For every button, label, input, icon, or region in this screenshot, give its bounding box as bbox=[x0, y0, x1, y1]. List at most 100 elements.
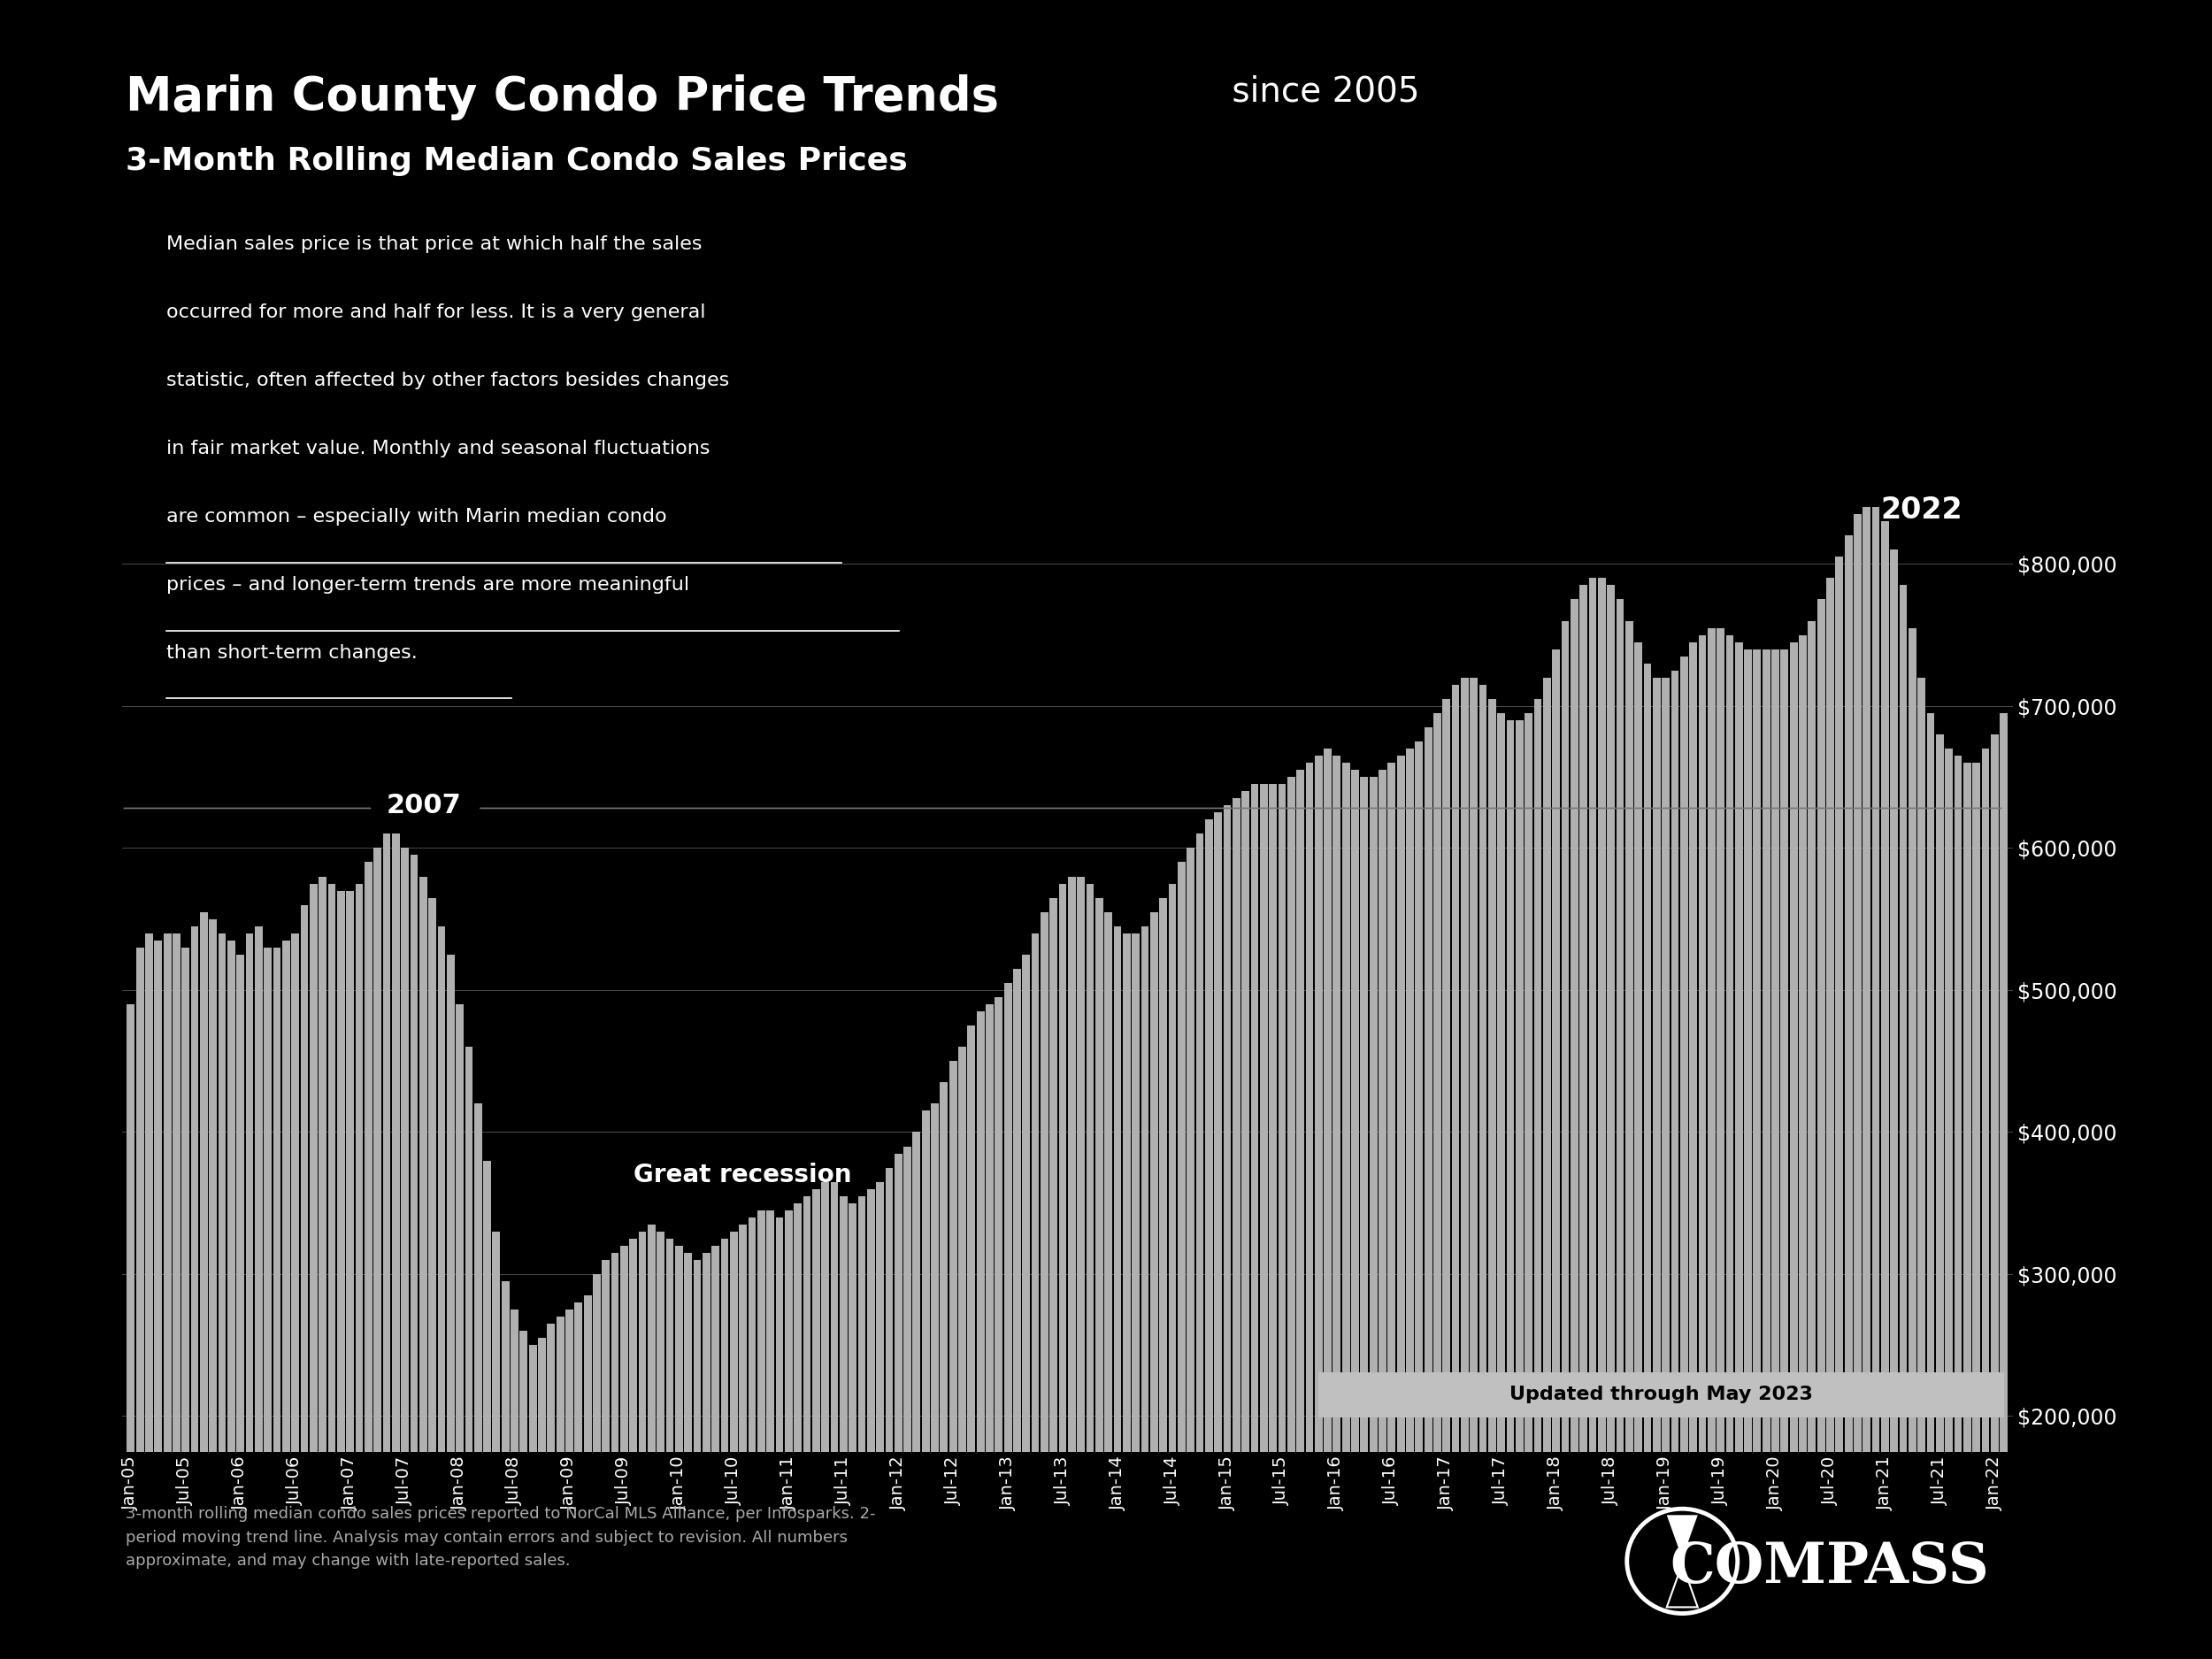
Bar bbox=[1451, 685, 1460, 1659]
Bar bbox=[1617, 599, 1624, 1659]
Bar bbox=[2000, 713, 2008, 1659]
Bar bbox=[155, 941, 161, 1659]
Bar bbox=[146, 934, 153, 1659]
Bar bbox=[776, 1218, 783, 1659]
Bar bbox=[978, 1012, 984, 1659]
Bar bbox=[1854, 514, 1863, 1659]
Bar bbox=[703, 1253, 710, 1659]
Bar bbox=[1314, 757, 1323, 1659]
Bar bbox=[1597, 577, 1606, 1659]
Bar bbox=[849, 1203, 856, 1659]
Bar bbox=[1471, 677, 1478, 1659]
Bar bbox=[283, 941, 290, 1659]
FancyBboxPatch shape bbox=[1318, 1372, 2004, 1417]
Bar bbox=[894, 1153, 902, 1659]
Bar bbox=[1699, 635, 1705, 1659]
Bar bbox=[1818, 599, 1825, 1659]
Text: prices – and longer-term trends are more meaningful: prices – and longer-term trends are more… bbox=[166, 576, 688, 594]
Bar bbox=[902, 1146, 911, 1659]
Bar bbox=[1177, 863, 1186, 1659]
Bar bbox=[219, 934, 226, 1659]
Bar bbox=[1352, 770, 1358, 1659]
Bar bbox=[1754, 649, 1761, 1659]
Bar bbox=[940, 1082, 947, 1659]
Bar bbox=[1845, 536, 1851, 1659]
Bar bbox=[1124, 934, 1130, 1659]
Bar bbox=[1133, 934, 1139, 1659]
Bar bbox=[246, 934, 254, 1659]
Bar bbox=[473, 1103, 482, 1659]
Bar bbox=[1807, 620, 1816, 1659]
Bar bbox=[1086, 884, 1095, 1659]
Bar bbox=[1515, 720, 1524, 1659]
Bar bbox=[922, 1112, 929, 1659]
Bar bbox=[1250, 785, 1259, 1659]
Bar bbox=[137, 947, 144, 1659]
Bar bbox=[1863, 508, 1871, 1659]
Bar bbox=[1369, 776, 1378, 1659]
Text: 2022: 2022 bbox=[1880, 496, 1962, 524]
Bar bbox=[1095, 898, 1104, 1659]
Bar bbox=[1827, 577, 1834, 1659]
Bar bbox=[1168, 884, 1177, 1659]
Bar bbox=[1188, 848, 1194, 1659]
Bar bbox=[1964, 763, 1971, 1659]
Bar bbox=[356, 884, 363, 1659]
Bar bbox=[602, 1259, 611, 1659]
Bar bbox=[730, 1231, 737, 1659]
Bar bbox=[237, 954, 243, 1659]
Bar bbox=[1836, 557, 1843, 1659]
Bar bbox=[429, 898, 436, 1659]
Polygon shape bbox=[1668, 1564, 1699, 1608]
Bar bbox=[739, 1224, 748, 1659]
Bar bbox=[210, 919, 217, 1659]
Bar bbox=[1068, 876, 1075, 1659]
Bar bbox=[987, 1004, 993, 1659]
Bar bbox=[584, 1296, 591, 1659]
Bar bbox=[1661, 677, 1670, 1659]
Bar bbox=[657, 1231, 664, 1659]
Text: Median sales price is that price at which half the sales: Median sales price is that price at whic… bbox=[166, 236, 701, 254]
Bar bbox=[858, 1196, 865, 1659]
Bar bbox=[1433, 713, 1442, 1659]
Bar bbox=[1223, 805, 1232, 1659]
Bar bbox=[420, 876, 427, 1659]
Bar bbox=[502, 1281, 509, 1659]
Bar bbox=[319, 876, 327, 1659]
Bar bbox=[1880, 521, 1889, 1659]
Bar bbox=[292, 934, 299, 1659]
Bar bbox=[1013, 969, 1022, 1659]
Text: are common – especially with Marin median condo: are common – especially with Marin media… bbox=[166, 508, 666, 526]
Bar bbox=[619, 1246, 628, 1659]
Bar bbox=[1206, 820, 1212, 1659]
Bar bbox=[1871, 508, 1880, 1659]
Bar bbox=[438, 926, 445, 1659]
Bar bbox=[611, 1253, 619, 1659]
Text: COMPASS: COMPASS bbox=[1670, 1541, 1989, 1594]
Bar bbox=[1608, 586, 1615, 1659]
Bar bbox=[967, 1025, 975, 1659]
Bar bbox=[1498, 713, 1504, 1659]
Bar bbox=[199, 912, 208, 1659]
Polygon shape bbox=[1668, 1515, 1699, 1558]
Bar bbox=[1398, 757, 1405, 1659]
Bar bbox=[841, 1196, 847, 1659]
Bar bbox=[254, 926, 263, 1659]
Bar bbox=[1644, 664, 1652, 1659]
Text: 2007: 2007 bbox=[387, 793, 462, 818]
Bar bbox=[164, 934, 170, 1659]
Bar bbox=[639, 1231, 646, 1659]
Bar bbox=[721, 1239, 728, 1659]
Bar bbox=[1991, 735, 1997, 1659]
Bar bbox=[1690, 642, 1697, 1659]
Bar bbox=[263, 947, 272, 1659]
Bar bbox=[821, 1181, 830, 1659]
Bar bbox=[347, 891, 354, 1659]
Bar bbox=[692, 1259, 701, 1659]
Text: 3-month rolling median condo sales prices reported to NorCal MLS Alliance, per I: 3-month rolling median condo sales price… bbox=[126, 1506, 876, 1569]
Bar bbox=[1652, 677, 1661, 1659]
Bar bbox=[666, 1239, 675, 1659]
Bar bbox=[447, 954, 453, 1659]
Bar bbox=[310, 884, 316, 1659]
Bar bbox=[1953, 757, 1962, 1659]
